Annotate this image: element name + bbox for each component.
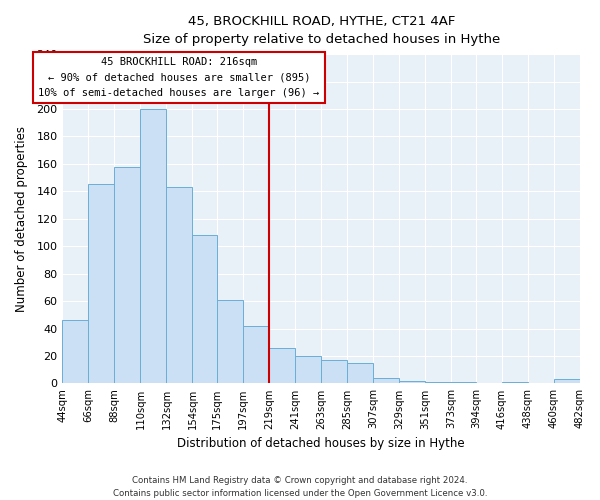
Bar: [399, 380, 425, 384]
Bar: [554, 380, 580, 384]
Bar: [502, 382, 528, 384]
Bar: [321, 360, 347, 384]
Bar: [62, 320, 88, 384]
Bar: [295, 356, 321, 384]
Bar: [347, 363, 373, 384]
Bar: [88, 184, 115, 384]
Bar: [451, 382, 476, 384]
X-axis label: Distribution of detached houses by size in Hythe: Distribution of detached houses by size …: [178, 437, 465, 450]
Bar: [217, 300, 243, 384]
Y-axis label: Number of detached properties: Number of detached properties: [15, 126, 28, 312]
Bar: [115, 166, 140, 384]
Bar: [373, 378, 399, 384]
Text: Contains HM Land Registry data © Crown copyright and database right 2024.
Contai: Contains HM Land Registry data © Crown c…: [113, 476, 487, 498]
Bar: [193, 235, 217, 384]
Bar: [425, 382, 451, 384]
Bar: [269, 348, 295, 384]
Bar: [243, 326, 269, 384]
Bar: [140, 109, 166, 384]
Bar: [166, 187, 193, 384]
Text: 45 BROCKHILL ROAD: 216sqm
← 90% of detached houses are smaller (895)
10% of semi: 45 BROCKHILL ROAD: 216sqm ← 90% of detac…: [38, 57, 319, 98]
Title: 45, BROCKHILL ROAD, HYTHE, CT21 4AF
Size of property relative to detached houses: 45, BROCKHILL ROAD, HYTHE, CT21 4AF Size…: [143, 15, 500, 46]
